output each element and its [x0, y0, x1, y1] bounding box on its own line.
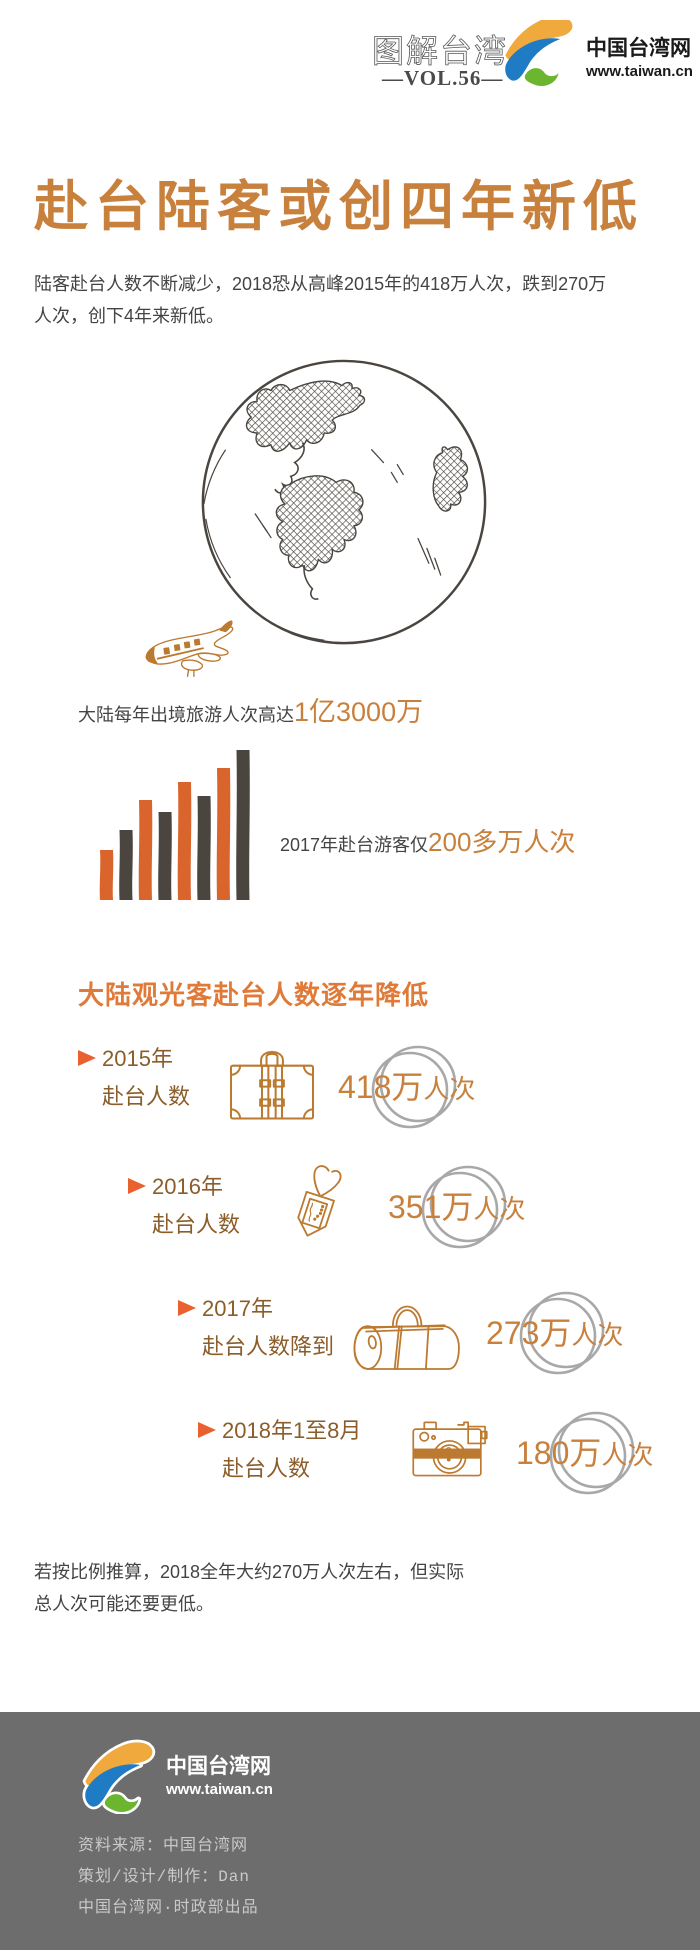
- svg-text:www.taiwan.cn: www.taiwan.cn: [165, 1781, 273, 1798]
- svg-text:中国台湾网: 中国台湾网: [586, 36, 691, 60]
- svg-text:www.taiwan.cn: www.taiwan.cn: [585, 63, 693, 80]
- svg-text:中国台湾网: 中国台湾网: [166, 1754, 271, 1778]
